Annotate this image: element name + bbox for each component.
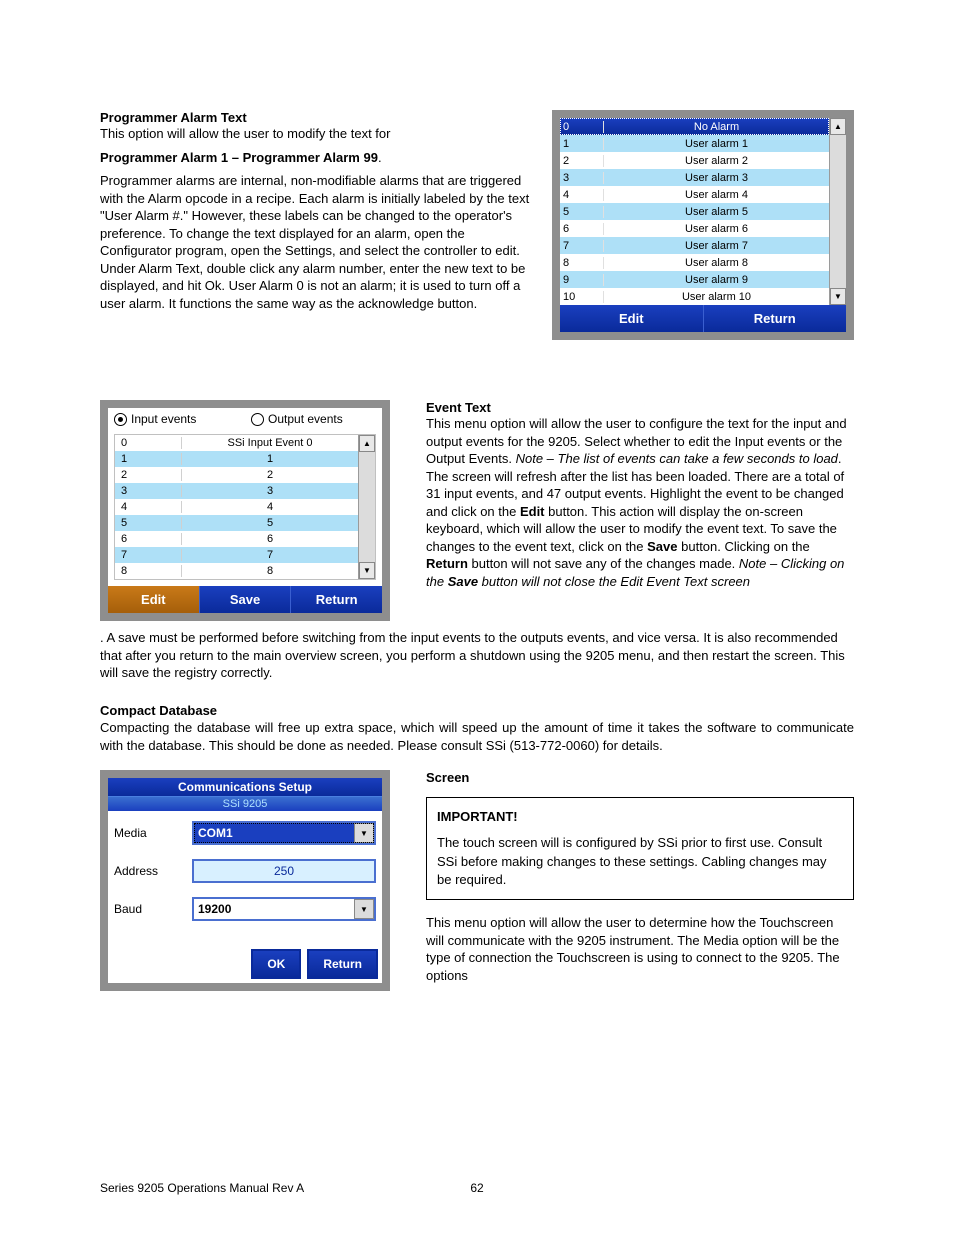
event-row[interactable]: 44: [115, 499, 358, 515]
alarm-row[interactable]: 5User alarm 5: [560, 203, 829, 220]
screen-heading: Screen: [426, 770, 854, 785]
scroll-down-icon[interactable]: ▼: [359, 562, 375, 579]
ok-button[interactable]: OK: [251, 949, 301, 979]
address-field[interactable]: 250: [192, 859, 376, 883]
alarm-para2: Programmer alarms are internal, non-modi…: [100, 172, 534, 312]
baud-label: Baud: [114, 902, 184, 916]
alarm-row[interactable]: 0No Alarm: [560, 118, 829, 135]
return-button[interactable]: Return: [291, 586, 382, 613]
page-number: 62: [470, 1181, 483, 1195]
alarm-row[interactable]: 10User alarm 10: [560, 288, 829, 305]
alarm-rows: 0No Alarm 1User alarm 1 2User alarm 2 3U…: [560, 118, 829, 305]
alarm-scrollbar[interactable]: ▲ ▼: [829, 118, 846, 305]
alarm-row[interactable]: 6User alarm 6: [560, 220, 829, 237]
event-row[interactable]: 77: [115, 547, 358, 563]
event-text-section: Input events Output events 0SSi Input Ev…: [100, 400, 854, 621]
screen-para: This menu option will allow the user to …: [426, 914, 854, 984]
event-rows: 0SSi Input Event 0 11 22 33 44 55 66 77 …: [115, 435, 358, 579]
page-footer: Series 9205 Operations Manual Rev A 62: [100, 1181, 854, 1195]
return-button[interactable]: Return: [307, 949, 378, 979]
edit-button[interactable]: Edit: [560, 305, 704, 332]
important-body: The touch screen will is configured by S…: [437, 834, 843, 889]
event-para: This menu option will allow the user to …: [426, 415, 854, 590]
alarm-row[interactable]: 2User alarm 2: [560, 152, 829, 169]
input-events-radio[interactable]: Input events: [108, 412, 245, 426]
alarm-row[interactable]: 1User alarm 1: [560, 135, 829, 152]
important-box: IMPORTANT! The touch screen will is conf…: [426, 797, 854, 900]
compact-db-section: Compact Database Compacting the database…: [100, 702, 854, 755]
alarm-row[interactable]: 3User alarm 3: [560, 169, 829, 186]
radio-unselected-icon: [251, 413, 264, 426]
baud-select[interactable]: 19200 ▼: [192, 897, 376, 921]
event-row[interactable]: 66: [115, 531, 358, 547]
compact-heading: Compact Database: [100, 702, 854, 720]
event-row[interactable]: 22: [115, 467, 358, 483]
chevron-down-icon[interactable]: ▼: [354, 823, 374, 843]
screen-section: Communications Setup SSi 9205 Media COM1…: [100, 770, 854, 991]
event-heading: Event Text: [426, 400, 854, 415]
comm-title: Communications Setup: [108, 778, 382, 796]
radio-selected-icon: [114, 413, 127, 426]
output-events-radio[interactable]: Output events: [245, 412, 382, 426]
event-row[interactable]: 11: [115, 451, 358, 467]
chevron-down-icon[interactable]: ▼: [354, 899, 374, 919]
alarm-heading: Programmer Alarm Text: [100, 110, 534, 125]
event-row[interactable]: 88: [115, 563, 358, 579]
scroll-up-icon[interactable]: ▲: [359, 435, 375, 452]
event-scrollbar[interactable]: ▲ ▼: [358, 435, 375, 579]
alarm-para1: This option will allow the user to modif…: [100, 125, 534, 143]
comm-subtitle: SSi 9205: [108, 796, 382, 811]
scroll-down-icon[interactable]: ▼: [830, 288, 846, 305]
event-row[interactable]: 55: [115, 515, 358, 531]
save-button[interactable]: Save: [200, 586, 292, 613]
alarm-heading2: Programmer Alarm 1 – Programmer Alarm 99: [100, 150, 378, 165]
media-label: Media: [114, 826, 184, 840]
return-button[interactable]: Return: [704, 305, 847, 332]
important-heading: IMPORTANT!: [437, 808, 843, 826]
address-label: Address: [114, 864, 184, 878]
alarm-heading2-tail: .: [378, 150, 382, 165]
alarm-text-section: Programmer Alarm Text This option will a…: [100, 110, 854, 340]
event-panel: Input events Output events 0SSi Input Ev…: [100, 400, 390, 621]
alarm-row[interactable]: 8User alarm 8: [560, 254, 829, 271]
event-row[interactable]: 0SSi Input Event 0: [115, 435, 358, 451]
footer-left: Series 9205 Operations Manual Rev A: [100, 1181, 304, 1195]
comm-setup-panel: Communications Setup SSi 9205 Media COM1…: [100, 770, 390, 991]
alarm-row[interactable]: 4User alarm 4: [560, 186, 829, 203]
scroll-up-icon[interactable]: ▲: [830, 118, 846, 135]
compact-para: Compacting the database will free up ext…: [100, 719, 854, 754]
event-para-continued: . A save must be performed before switch…: [100, 629, 854, 682]
alarm-row[interactable]: 7User alarm 7: [560, 237, 829, 254]
alarm-row[interactable]: 9User alarm 9: [560, 271, 829, 288]
alarm-panel: 0No Alarm 1User alarm 1 2User alarm 2 3U…: [552, 110, 854, 340]
edit-button[interactable]: Edit: [108, 586, 200, 613]
event-row[interactable]: 33: [115, 483, 358, 499]
media-select[interactable]: COM1 ▼: [192, 821, 376, 845]
